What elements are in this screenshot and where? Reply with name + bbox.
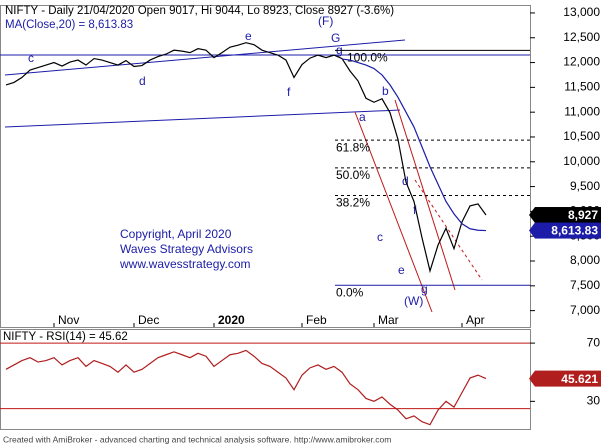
value-badge-arrow: [529, 370, 535, 387]
fib-label: 38.2%: [336, 196, 370, 210]
series-line: [5, 349, 487, 426]
annotation: d: [139, 74, 146, 88]
x-tick-label: Feb: [306, 313, 327, 327]
annotation: g: [421, 282, 428, 296]
fib-label: 100.0%: [347, 51, 388, 65]
annotation: (W): [404, 294, 423, 308]
series-line: [341, 58, 487, 232]
y-tick-label: 12,500: [563, 30, 600, 44]
copyright: www.wavesstrategy.com: [119, 257, 250, 271]
value-badge: [535, 207, 601, 224]
y-tick-label: 9,500: [570, 179, 600, 193]
y-tick-label: 70: [587, 335, 601, 349]
series-line: [5, 42, 487, 274]
value-badge-label: 8,927: [568, 208, 598, 222]
y-tick-label: 11,500: [564, 80, 600, 94]
value-badge-arrow: [529, 207, 535, 224]
rsi-title: NIFTY - RSI(14) = 45.62: [3, 331, 128, 343]
y-tick-label: 13,000: [563, 5, 600, 19]
fib-label: 0.0%: [336, 285, 364, 299]
y-tick-label: 10,000: [563, 154, 600, 168]
annotation: c: [28, 51, 34, 65]
x-tick-label: 2020: [218, 313, 245, 327]
annotation: e: [245, 29, 252, 43]
annotation: b: [382, 84, 389, 98]
y-tick-label: 10,500: [563, 129, 600, 143]
y-tick-label: 8,000: [570, 253, 600, 267]
value-badge: [535, 222, 601, 239]
annotation: c: [377, 230, 383, 244]
fib-label: 50.0%: [336, 168, 370, 182]
x-tick-label: Apr: [466, 313, 485, 327]
channel-line: [354, 111, 433, 313]
y-tick-label: 12,000: [563, 55, 600, 69]
annotation: e: [398, 263, 405, 277]
channel-line: [4, 39, 406, 76]
annotation: G: [331, 31, 340, 45]
value-badge-label: 8,613.83: [551, 224, 598, 238]
value-badge: [535, 370, 601, 387]
annotation: (F): [318, 14, 333, 28]
y-tick-label: 11,000: [564, 104, 600, 118]
footer: Created with AmiBroker - advanced charti…: [3, 434, 391, 444]
annotation: f: [413, 203, 417, 217]
copyright: Copyright, April 2020: [120, 227, 232, 241]
price-pane: [0, 5, 531, 328]
value-badge-arrow: [529, 222, 535, 239]
channel-line: [414, 179, 483, 281]
annotation: a: [359, 110, 366, 124]
x-tick-label: Nov: [58, 313, 79, 327]
ma-label: MA(Close,20) = 8,613.83: [5, 19, 133, 31]
y-tick-label: 30: [587, 394, 601, 408]
x-tick-label: Dec: [138, 313, 159, 327]
value-badge-label: 45.621: [561, 372, 598, 386]
chart-title: NIFTY - Daily 21/04/2020 Open 9017, Hi 9…: [5, 5, 394, 17]
channel-line: [4, 109, 401, 128]
y-tick-label: 7,500: [570, 278, 600, 292]
annotation: f: [287, 85, 291, 99]
y-tick-label: 7,000: [570, 303, 600, 317]
x-tick-label: Mar: [378, 313, 399, 327]
fib-label: 61.8%: [336, 140, 370, 154]
copyright: Waves Strategy Advisors: [120, 242, 253, 256]
